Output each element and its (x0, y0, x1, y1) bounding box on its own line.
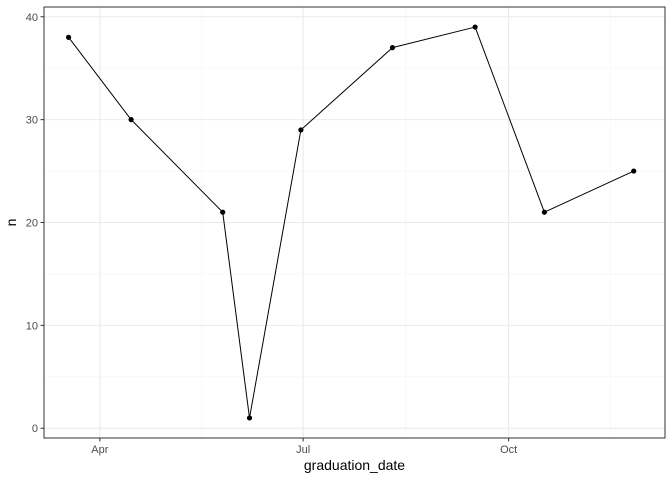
grid-lines (44, 7, 665, 438)
data-point (298, 127, 304, 133)
y-tick-label: 40 (26, 12, 38, 24)
data-point (389, 45, 396, 51)
plot-area (65, 24, 637, 421)
y-tick-label: 20 (26, 218, 38, 230)
x-tick-label: Apr (91, 444, 108, 456)
y-tick-label: 30 (26, 115, 38, 127)
data-point (631, 168, 637, 174)
axis-ticks: 0 10 20 30 40 Apr Jul Oct (26, 12, 517, 456)
x-tick-label: Jul (296, 444, 310, 456)
data-point (246, 415, 253, 421)
x-tick-label: Oct (500, 444, 517, 456)
x-axis-title: graduation_date (304, 457, 405, 473)
data-point (128, 117, 134, 123)
data-point (65, 34, 72, 40)
data-point (472, 24, 478, 30)
data-point (220, 209, 226, 215)
y-tick-label: 0 (32, 423, 38, 435)
y-tick-label: 10 (26, 320, 38, 332)
data-point (541, 209, 547, 215)
y-axis-title: n (3, 219, 19, 227)
